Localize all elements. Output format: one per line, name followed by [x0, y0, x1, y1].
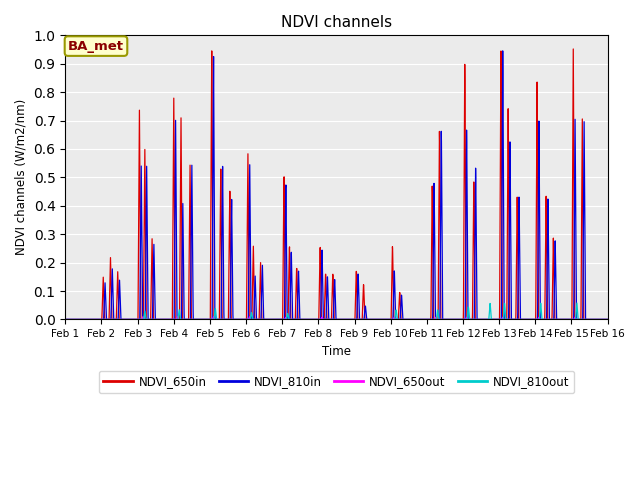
NDVI_810out: [534, 316, 542, 322]
NDVI_810in: [535, 145, 543, 151]
NDVI_650in: [604, 316, 611, 322]
NDVI_810out: [293, 316, 301, 322]
Line: NDVI_810in: NDVI_810in: [65, 51, 607, 319]
Line: NDVI_810out: NDVI_810out: [65, 303, 607, 319]
NDVI_650out: [140, 314, 147, 320]
NDVI_650out: [61, 316, 69, 322]
NDVI_810out: [156, 316, 163, 322]
NDVI_810in: [499, 48, 507, 54]
NDVI_810in: [269, 316, 277, 322]
NDVI_650in: [534, 316, 542, 322]
NDVI_650out: [293, 316, 301, 322]
NDVI_810out: [593, 316, 601, 322]
NDVI_650out: [269, 316, 277, 322]
NDVI_810in: [604, 316, 611, 322]
NDVI_650out: [124, 316, 131, 322]
NDVI_810out: [573, 300, 580, 306]
NDVI_810in: [61, 316, 69, 322]
NDVI_810out: [61, 316, 69, 322]
NDVI_650in: [593, 316, 601, 322]
NDVI_810in: [593, 316, 601, 322]
NDVI_810in: [124, 316, 131, 322]
NDVI_650out: [604, 316, 611, 322]
Legend: NDVI_650in, NDVI_810in, NDVI_650out, NDVI_810out: NDVI_650in, NDVI_810in, NDVI_650out, NDV…: [99, 371, 574, 393]
NDVI_810out: [604, 316, 611, 322]
NDVI_810out: [124, 316, 131, 322]
NDVI_650in: [570, 46, 577, 52]
NDVI_650out: [156, 316, 163, 322]
Y-axis label: NDVI channels (W/m2/nm): NDVI channels (W/m2/nm): [15, 99, 28, 255]
NDVI_650in: [269, 316, 277, 322]
NDVI_810out: [269, 316, 277, 322]
NDVI_650out: [593, 316, 601, 322]
Line: NDVI_650out: NDVI_650out: [65, 317, 607, 319]
NDVI_650in: [61, 316, 69, 322]
NDVI_650in: [124, 316, 131, 322]
Line: NDVI_650in: NDVI_650in: [65, 49, 607, 319]
NDVI_810in: [156, 316, 163, 322]
Text: BA_met: BA_met: [68, 39, 124, 53]
NDVI_650in: [293, 265, 301, 271]
X-axis label: Time: Time: [322, 345, 351, 358]
NDVI_650in: [156, 316, 163, 322]
NDVI_810in: [293, 316, 301, 322]
NDVI_650out: [535, 315, 543, 321]
Title: NDVI channels: NDVI channels: [281, 15, 392, 30]
